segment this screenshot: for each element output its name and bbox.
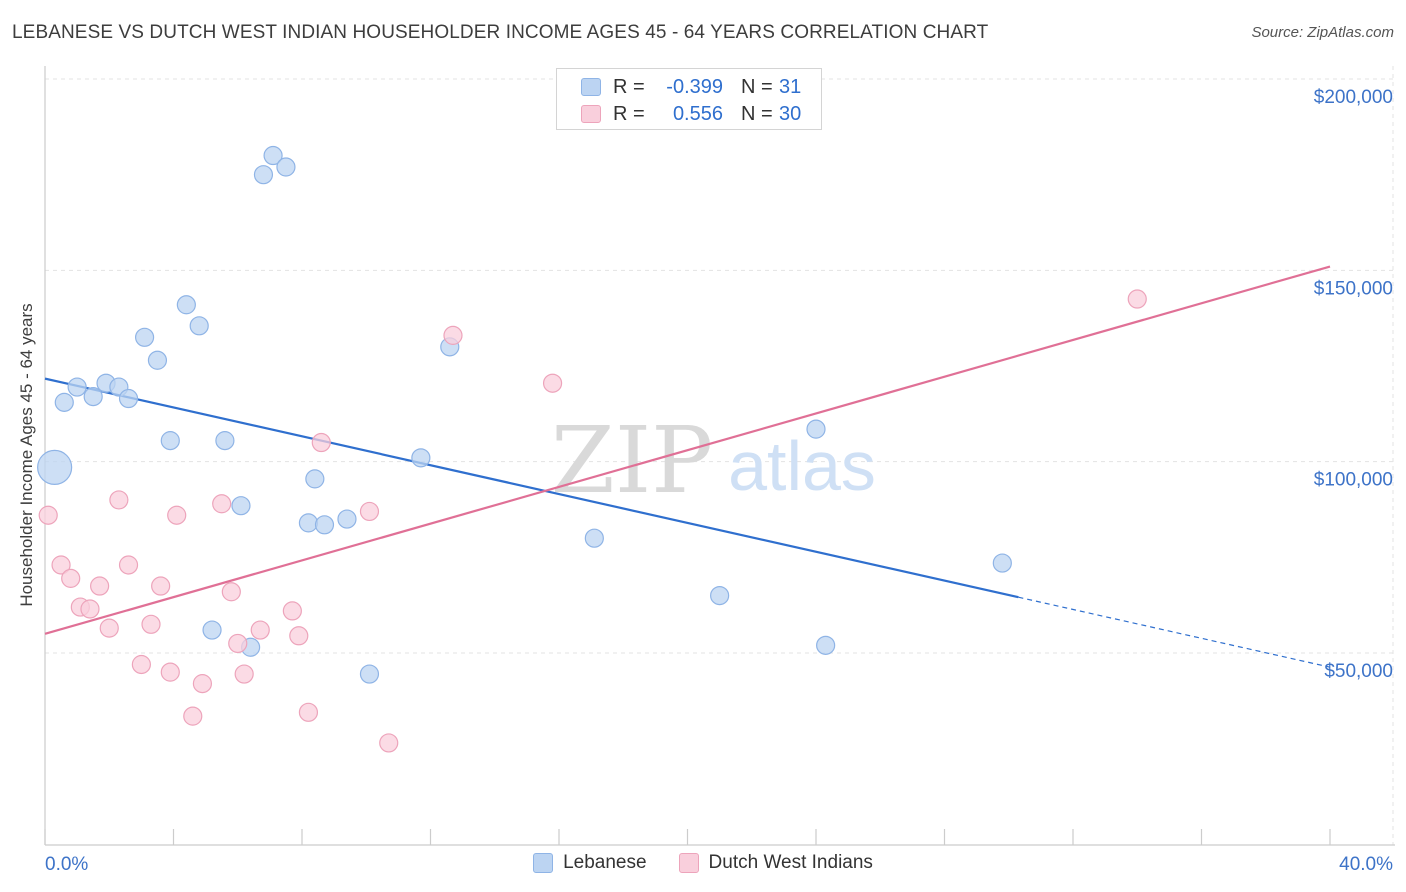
point-lebanese — [83, 387, 103, 407]
point-lebanese — [231, 496, 251, 516]
point-lebanese — [134, 327, 155, 347]
point-dutch-west-indians — [212, 494, 232, 514]
point-dutch-west-indians — [118, 555, 139, 575]
chart-title: LEBANESE VS DUTCH WEST INDIAN HOUSEHOLDE… — [12, 22, 989, 43]
point-lebanese — [37, 449, 73, 486]
legend-n-value: 31 — [779, 75, 802, 98]
point-dutch-west-indians — [167, 505, 187, 525]
point-lebanese — [314, 515, 335, 535]
y-tick-label: $50,000 — [1324, 661, 1393, 682]
legend-n-label: N = — [741, 75, 773, 98]
point-lebanese — [806, 419, 826, 439]
point-dutch-west-indians — [51, 555, 71, 575]
series-legend-dutch-west-indians[interactable]: Dutch West Indians — [678, 852, 873, 874]
point-dutch-west-indians — [379, 733, 399, 753]
legend-swatch-lebanese — [581, 78, 601, 96]
point-dutch-west-indians — [221, 582, 241, 602]
axis-layer — [44, 66, 1395, 846]
point-lebanese — [147, 350, 168, 370]
legend-swatch-dutch-west-indians — [581, 105, 601, 123]
point-dutch-west-indians — [228, 633, 248, 654]
point-dutch-west-indians — [61, 568, 81, 588]
trendline-extension-lebanese — [1018, 596, 1331, 668]
points-layer — [37, 145, 1147, 753]
grid-layer — [45, 66, 1395, 845]
trend-layer — [44, 265, 1331, 668]
point-lebanese — [276, 157, 296, 177]
point-dutch-west-indians — [443, 325, 463, 345]
correlation-legend: R = -0.399 N = 31 R = 0.556 N = 30 — [556, 68, 822, 130]
point-lebanese — [160, 431, 180, 451]
point-lebanese — [176, 295, 196, 315]
point-dutch-west-indians — [234, 664, 254, 684]
point-dutch-west-indians — [109, 490, 129, 510]
point-dutch-west-indians — [289, 626, 309, 646]
point-lebanese — [253, 165, 274, 185]
point-dutch-west-indians — [1127, 289, 1147, 309]
legend-r-label: R = — [613, 102, 645, 125]
point-dutch-west-indians — [542, 373, 563, 393]
point-lebanese — [411, 448, 431, 468]
x-tick-label-min: 0.0% — [45, 854, 88, 875]
legend-n-value: 30 — [779, 102, 802, 125]
legend-row-dutch-west-indians: R = 0.556 N = 30 — [581, 101, 801, 127]
point-dutch-west-indians — [38, 505, 58, 525]
point-lebanese — [584, 528, 604, 548]
watermark-zip: ZIP — [551, 407, 713, 514]
point-lebanese — [337, 509, 357, 529]
legend-row-lebanese: R = -0.399 N = 31 — [581, 74, 801, 100]
point-lebanese — [189, 316, 209, 336]
point-lebanese — [305, 469, 325, 489]
source-label: Source: ZipAtlas.com — [1251, 24, 1394, 41]
point-lebanese — [54, 392, 74, 412]
y-tick-label: $100,000 — [1314, 470, 1393, 491]
point-lebanese — [215, 431, 235, 451]
point-lebanese — [67, 377, 87, 397]
point-dutch-west-indians — [359, 501, 380, 522]
point-dutch-west-indians — [131, 654, 151, 675]
point-lebanese — [992, 553, 1012, 573]
legend-n-label: N = — [741, 102, 773, 125]
point-lebanese — [816, 635, 836, 655]
series-swatch-lebanese — [533, 853, 554, 873]
trendline-dutch-west-indians — [44, 265, 1331, 635]
point-dutch-west-indians — [192, 674, 213, 694]
point-lebanese — [263, 145, 283, 166]
y-tick-label: $200,000 — [1314, 87, 1393, 108]
point-lebanese — [298, 513, 319, 533]
point-dutch-west-indians — [141, 614, 161, 634]
point-dutch-west-indians — [250, 620, 270, 640]
legend-r-value: -0.399 — [666, 75, 723, 98]
series-swatch-dutch-west-indians — [678, 853, 699, 873]
series-legend-lebanese[interactable]: Lebanese — [533, 852, 647, 874]
point-dutch-west-indians — [311, 432, 331, 453]
point-dutch-west-indians — [160, 662, 180, 682]
watermark-atlas: atlas — [728, 427, 876, 505]
point-lebanese — [710, 585, 730, 606]
point-lebanese — [118, 388, 139, 409]
series-label-dutch-west-indians: Dutch West Indians — [708, 852, 873, 873]
point-dutch-west-indians — [80, 599, 100, 619]
point-dutch-west-indians — [99, 618, 119, 638]
point-dutch-west-indians — [151, 576, 171, 596]
legend-r-value: 0.556 — [672, 102, 723, 125]
point-dutch-west-indians — [282, 601, 302, 621]
point-dutch-west-indians — [90, 576, 110, 596]
x-tick-label-max: 40.0% — [1339, 854, 1393, 875]
series-legend: Lebanese Dutch West Indians — [0, 852, 1406, 874]
point-dutch-west-indians — [298, 702, 319, 722]
trendline-lebanese — [44, 377, 1019, 599]
point-dutch-west-indians — [183, 706, 203, 726]
point-lebanese — [359, 664, 380, 684]
point-lebanese — [202, 620, 222, 640]
y-tick-label: $150,000 — [1314, 278, 1393, 299]
series-label-lebanese: Lebanese — [563, 852, 647, 873]
tick-labels: $50,000 $100,000 $150,000 $200,000 0.0% 40.0% — [45, 87, 1393, 875]
legend-r-label: R = — [613, 75, 645, 98]
